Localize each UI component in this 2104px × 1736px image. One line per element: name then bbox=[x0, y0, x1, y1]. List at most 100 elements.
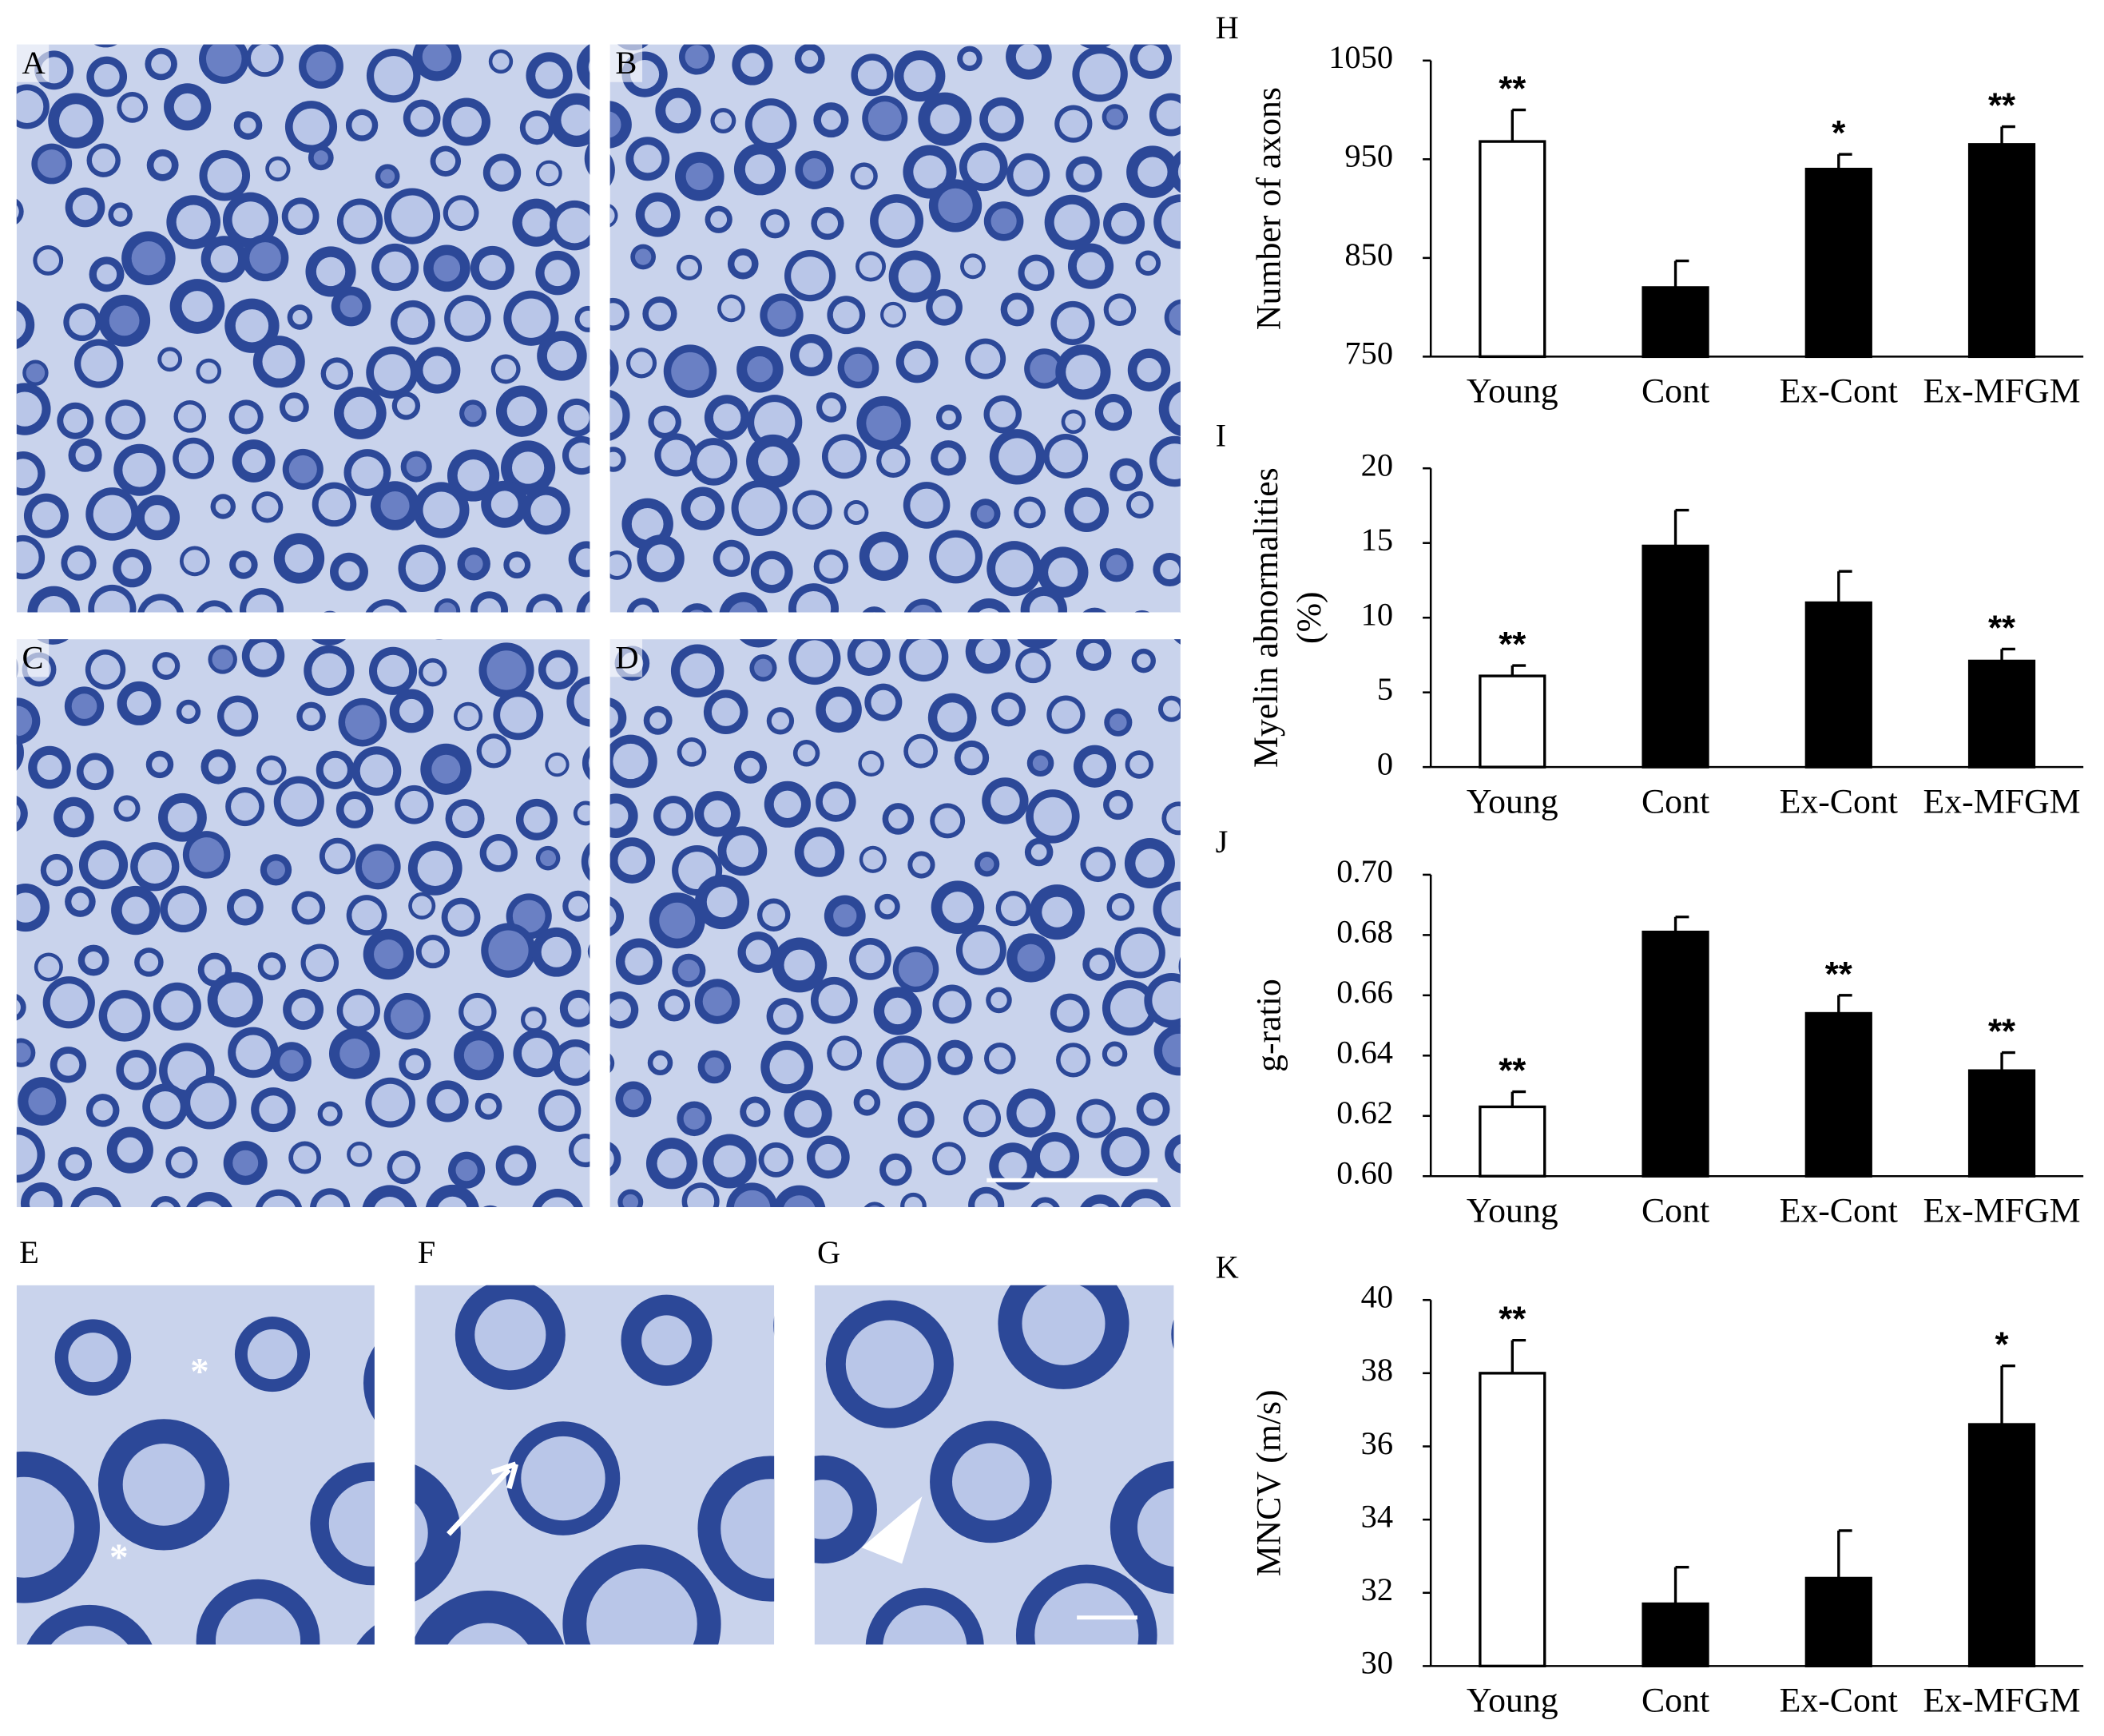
fiber bbox=[773, 1317, 775, 1335]
x-tick-label: Ex-Cont bbox=[1780, 1191, 1898, 1230]
fiber bbox=[790, 0, 835, 30]
axon bbox=[646, 544, 675, 573]
axon bbox=[752, 105, 790, 143]
axon bbox=[433, 255, 461, 282]
fiber bbox=[70, 1186, 121, 1207]
fiber bbox=[0, 151, 2, 189]
panel-label: F bbox=[418, 1234, 435, 1270]
fiber bbox=[356, 1625, 375, 1645]
axon bbox=[464, 554, 483, 574]
axon bbox=[292, 1146, 317, 1170]
axon bbox=[1016, 1098, 1046, 1128]
axon bbox=[91, 148, 116, 173]
panel-label: G bbox=[817, 1234, 840, 1270]
axon bbox=[464, 404, 482, 423]
axon bbox=[57, 1053, 80, 1076]
axon bbox=[93, 64, 120, 89]
axon bbox=[71, 693, 97, 719]
axon bbox=[302, 707, 320, 725]
fiber bbox=[307, 6, 343, 42]
axon bbox=[577, 804, 590, 822]
significance: ** bbox=[1499, 1300, 1526, 1339]
axon bbox=[522, 208, 551, 237]
fiber bbox=[252, 0, 299, 42]
axon bbox=[685, 13, 703, 30]
axon bbox=[797, 744, 816, 762]
micrograph bbox=[609, 0, 1252, 613]
axon bbox=[207, 157, 243, 193]
fiber bbox=[1180, 612, 1181, 613]
axon bbox=[939, 991, 966, 1018]
axon bbox=[157, 657, 176, 675]
axon bbox=[804, 836, 836, 868]
fiber bbox=[93, 44, 117, 48]
axon bbox=[176, 205, 211, 240]
axon bbox=[525, 1011, 542, 1029]
axon bbox=[478, 254, 506, 281]
panel-label: K bbox=[1216, 1249, 1239, 1285]
fiber bbox=[0, 587, 10, 628]
axon bbox=[63, 408, 88, 433]
axon bbox=[886, 1159, 906, 1180]
axon bbox=[189, 837, 224, 872]
axon bbox=[942, 892, 974, 924]
axon bbox=[59, 104, 93, 138]
axon bbox=[325, 362, 348, 385]
axon bbox=[1223, 798, 1250, 825]
axon bbox=[1208, 538, 1246, 577]
axon bbox=[857, 60, 887, 89]
axon bbox=[987, 105, 1016, 133]
axon bbox=[898, 260, 931, 293]
axon bbox=[1109, 796, 1127, 814]
axon bbox=[609, 905, 617, 928]
axon bbox=[183, 550, 206, 573]
axon bbox=[713, 403, 741, 431]
fiber bbox=[1198, 1615, 1322, 1736]
axon bbox=[609, 363, 611, 372]
axon bbox=[681, 741, 702, 763]
axon bbox=[249, 642, 277, 670]
axon bbox=[881, 448, 906, 473]
axon bbox=[241, 449, 266, 473]
fiber bbox=[415, 1464, 461, 1602]
axon bbox=[318, 488, 351, 521]
axon bbox=[438, 1196, 467, 1207]
significance: * bbox=[1995, 1325, 2009, 1365]
fiber bbox=[363, 1346, 375, 1420]
fiber bbox=[885, 0, 939, 39]
y-tick-label: 850 bbox=[1344, 236, 1393, 272]
axon bbox=[1022, 1285, 1106, 1365]
fiber bbox=[609, 896, 625, 936]
bar bbox=[1642, 930, 1709, 1178]
axon bbox=[1054, 204, 1090, 240]
fiber bbox=[1017, 639, 1058, 650]
axon bbox=[152, 756, 168, 773]
axon bbox=[967, 150, 1000, 184]
axon bbox=[740, 53, 764, 77]
y-tick-label: 30 bbox=[1361, 1645, 1393, 1681]
axon bbox=[1106, 1046, 1123, 1062]
axon bbox=[16, 1476, 75, 1578]
axon bbox=[1066, 355, 1101, 390]
axon bbox=[236, 1035, 271, 1071]
axon bbox=[951, 1443, 1030, 1521]
axon bbox=[740, 757, 760, 777]
axon bbox=[1130, 1198, 1161, 1207]
axon bbox=[936, 1146, 962, 1171]
axon bbox=[372, 605, 400, 613]
x-tick-label: Cont bbox=[1642, 1191, 1709, 1230]
axon bbox=[1160, 559, 1180, 580]
fiber bbox=[1173, 639, 1181, 645]
axon bbox=[167, 893, 200, 925]
fiber bbox=[1030, 1197, 1060, 1207]
fiber bbox=[196, 0, 250, 37]
significance: ** bbox=[1499, 70, 1526, 109]
y-tick-label: 0.66 bbox=[1336, 974, 1393, 1010]
fiber bbox=[609, 697, 627, 738]
axon bbox=[773, 790, 801, 818]
axon bbox=[96, 264, 117, 284]
axon bbox=[661, 803, 687, 829]
fiber bbox=[1201, 531, 1252, 583]
axon bbox=[323, 757, 347, 782]
axon bbox=[1191, 55, 1219, 83]
